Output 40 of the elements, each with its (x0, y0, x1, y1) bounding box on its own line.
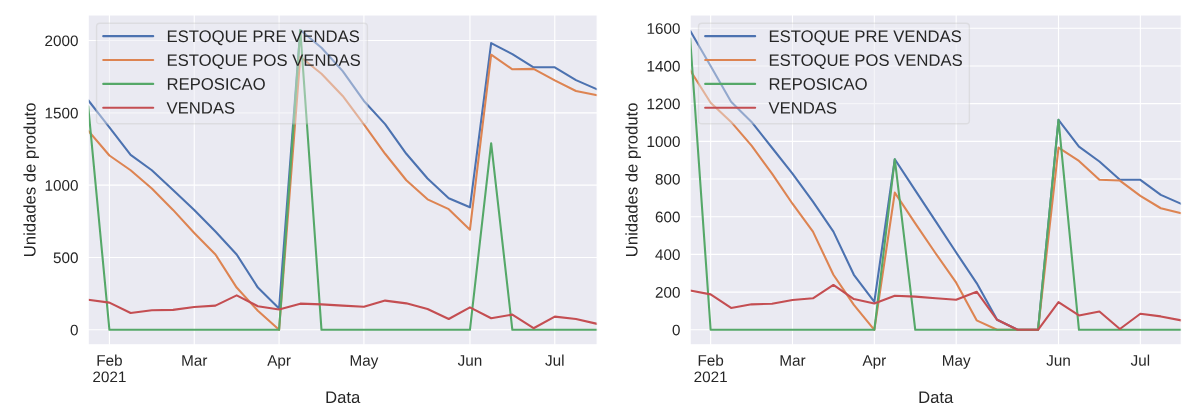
line-series (690, 283, 1182, 331)
y-tick-label: 1400 (647, 60, 680, 72)
y-tick-label: 500 (53, 252, 78, 264)
x-tick-label: May (350, 355, 379, 369)
x-tick-label: Jun (1046, 355, 1070, 366)
x-axis-title: Data (919, 391, 954, 404)
y-tick-label: 2000 (45, 35, 78, 47)
x-tick-label: Apr (267, 355, 291, 369)
x-tick-label: Mar (780, 355, 806, 366)
x-tick-label: Jun (457, 355, 482, 366)
y-tick-label: 1200 (647, 98, 680, 110)
legend-label: VENDAS (768, 101, 837, 114)
y-tick-label: 1000 (647, 136, 680, 148)
x-tick-label: Jul (545, 354, 564, 366)
x-tick-label: Jul (1130, 354, 1150, 366)
x-tick-label: May (943, 355, 971, 369)
legend-label: VENDAS (166, 101, 235, 114)
y-axis-title: Unidades de produto (23, 103, 39, 256)
x-axis-title: Data (326, 391, 361, 404)
y-tick-label: 200 (655, 286, 680, 298)
legend-label: REPOSICAO (769, 78, 867, 90)
x-tick-label: Feb 2021 (93, 354, 126, 383)
y-tick-label: 800 (655, 173, 680, 185)
x-tick-label: Mar (182, 355, 208, 366)
y-axis-title: Unidades de produto (625, 103, 641, 256)
legend-label: REPOSICAO (167, 78, 265, 90)
legend-label: ESTOQUE PRE VENDAS (769, 30, 962, 46)
y-tick-label: 1000 (45, 180, 78, 191)
y-tick-label: 600 (655, 211, 680, 223)
y-tick-label: 0 (70, 324, 78, 336)
y-tick-label: 1600 (647, 23, 680, 34)
y-tick-label: 0 (672, 324, 680, 336)
x-tick-label: Apr (862, 355, 886, 369)
legend-label: ESTOQUE POS VENDAS (769, 54, 962, 69)
x-tick-label: Feb 2021 (694, 354, 727, 383)
legend-label: ESTOQUE PRE VENDAS (167, 30, 360, 46)
y-tick-label: 1500 (45, 107, 78, 119)
line-series (88, 294, 598, 330)
y-tick-label: 400 (655, 249, 680, 261)
legend-label: ESTOQUE POS VENDAS (167, 54, 360, 69)
